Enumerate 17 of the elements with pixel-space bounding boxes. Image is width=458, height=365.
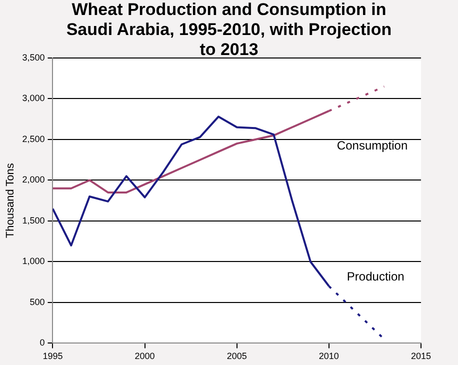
x-tick-label: 2015	[410, 351, 432, 362]
y-tick-label: 2,000	[22, 174, 45, 185]
chart-title: Wheat Production and Consumption in Saudi Arabia, 1995-2010, with Projection to 2013	[66, 0, 392, 59]
y-tick-label: 2,500	[22, 134, 45, 144]
y-tick-label: 1,000	[22, 256, 45, 266]
x-tick-label: 2005	[226, 351, 247, 362]
y-tick-label: 500	[30, 296, 45, 307]
series-label: Production	[346, 269, 404, 284]
x-tick-label: 2010	[318, 351, 339, 362]
y-tick-label: 1,500	[22, 215, 45, 226]
text: Consumption	[336, 138, 408, 152]
y-axis-title: Thousand Tons	[4, 162, 17, 238]
x-tick-label: 2000	[134, 351, 155, 362]
y-tick-label: 3,500	[22, 52, 45, 62]
x-tick-label: 1995	[42, 351, 63, 362]
y-tick-label: 0	[40, 338, 45, 348]
y-tick-label: 3,000	[22, 93, 45, 104]
